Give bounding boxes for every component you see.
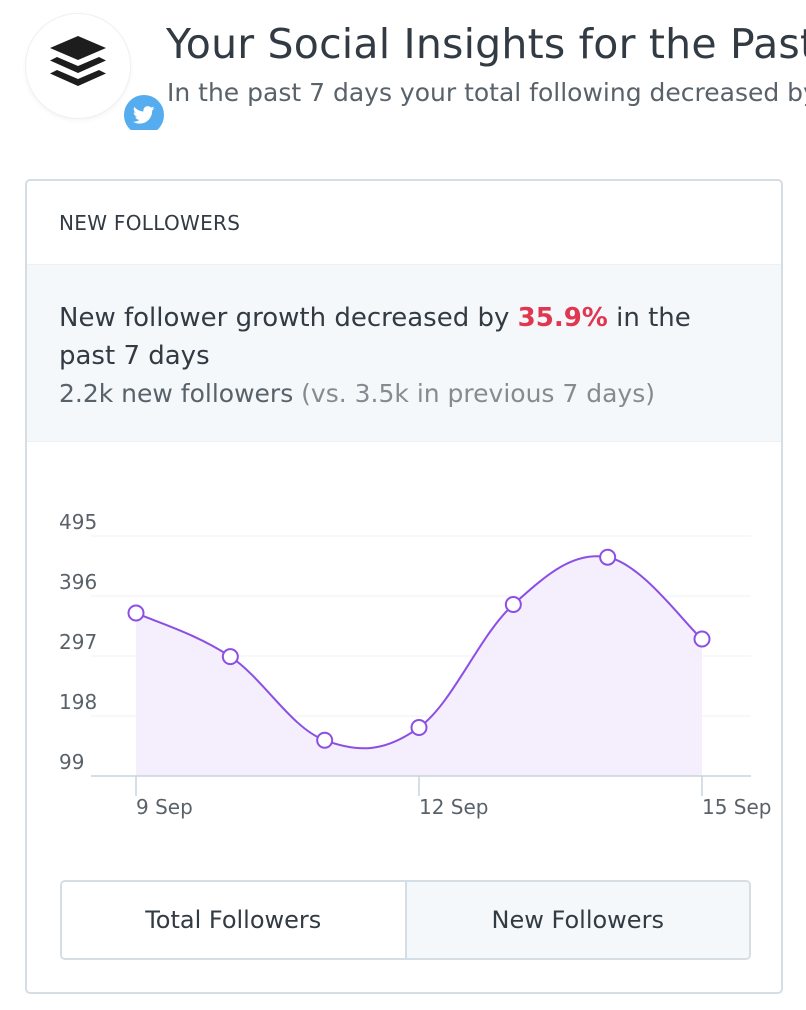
- page-subtitle: In the past 7 days your total following …: [167, 78, 806, 107]
- growth-summary: New follower growth decreased by 35.9% i…: [27, 264, 781, 442]
- data-point: [127, 604, 145, 622]
- data-point: [504, 595, 522, 613]
- tab-new-followers[interactable]: New Followers: [404, 882, 749, 958]
- card-title: NEW FOLLOWERS: [59, 211, 241, 235]
- page-title: Your Social Insights for the Past 7 Days: [166, 20, 806, 68]
- buffer-stack-icon: [50, 36, 106, 86]
- y-tick-label: 99: [59, 750, 84, 774]
- new-followers-card: NEW FOLLOWERS New follower growth decrea…: [25, 179, 783, 994]
- y-tick-label: 495: [59, 510, 97, 534]
- growth-suffix: in the past 7 days: [59, 303, 691, 371]
- new-followers-chart: 99 198 297 396 495 9 Sep 12 Sep 15 Sep: [59, 510, 772, 819]
- new-follower-count: 2.2k new followers: [59, 379, 294, 408]
- y-tick-label: 396: [59, 570, 97, 594]
- chart-axes: 9 Sep 12 Sep 15 Sep: [91, 775, 772, 819]
- chart-area-fill: [136, 556, 702, 776]
- y-tick-label: 198: [59, 690, 97, 714]
- data-point: [221, 648, 239, 666]
- growth-percent: 35.9%: [517, 303, 608, 333]
- growth-statement: New follower growth decreased by 35.9% i…: [59, 299, 749, 375]
- x-tick-label: 12 Sep: [419, 795, 489, 819]
- data-point: [410, 719, 428, 737]
- account-avatar[interactable]: [26, 14, 167, 130]
- page-header: Your Social Insights for the Past 7 Days…: [0, 0, 806, 130]
- twitter-bird-icon: [133, 106, 155, 124]
- twitter-badge: [121, 92, 167, 130]
- chart-points: [127, 548, 711, 749]
- tab-total-followers[interactable]: Total Followers: [62, 882, 405, 958]
- data-point: [599, 548, 617, 566]
- data-point: [693, 630, 711, 648]
- y-tick-label: 297: [59, 630, 97, 654]
- x-tick-label: 15 Sep: [702, 795, 772, 819]
- growth-prefix: New follower growth decreased by: [59, 303, 518, 333]
- x-tick-label: 9 Sep: [136, 795, 193, 819]
- follower-count-statement: 2.2k new followers (vs. 3.5k in previous…: [59, 379, 749, 408]
- data-point: [316, 731, 334, 749]
- previous-comparison: (vs. 3.5k in previous 7 days): [293, 379, 655, 408]
- chart-toggle: Total Followers New Followers: [60, 880, 751, 960]
